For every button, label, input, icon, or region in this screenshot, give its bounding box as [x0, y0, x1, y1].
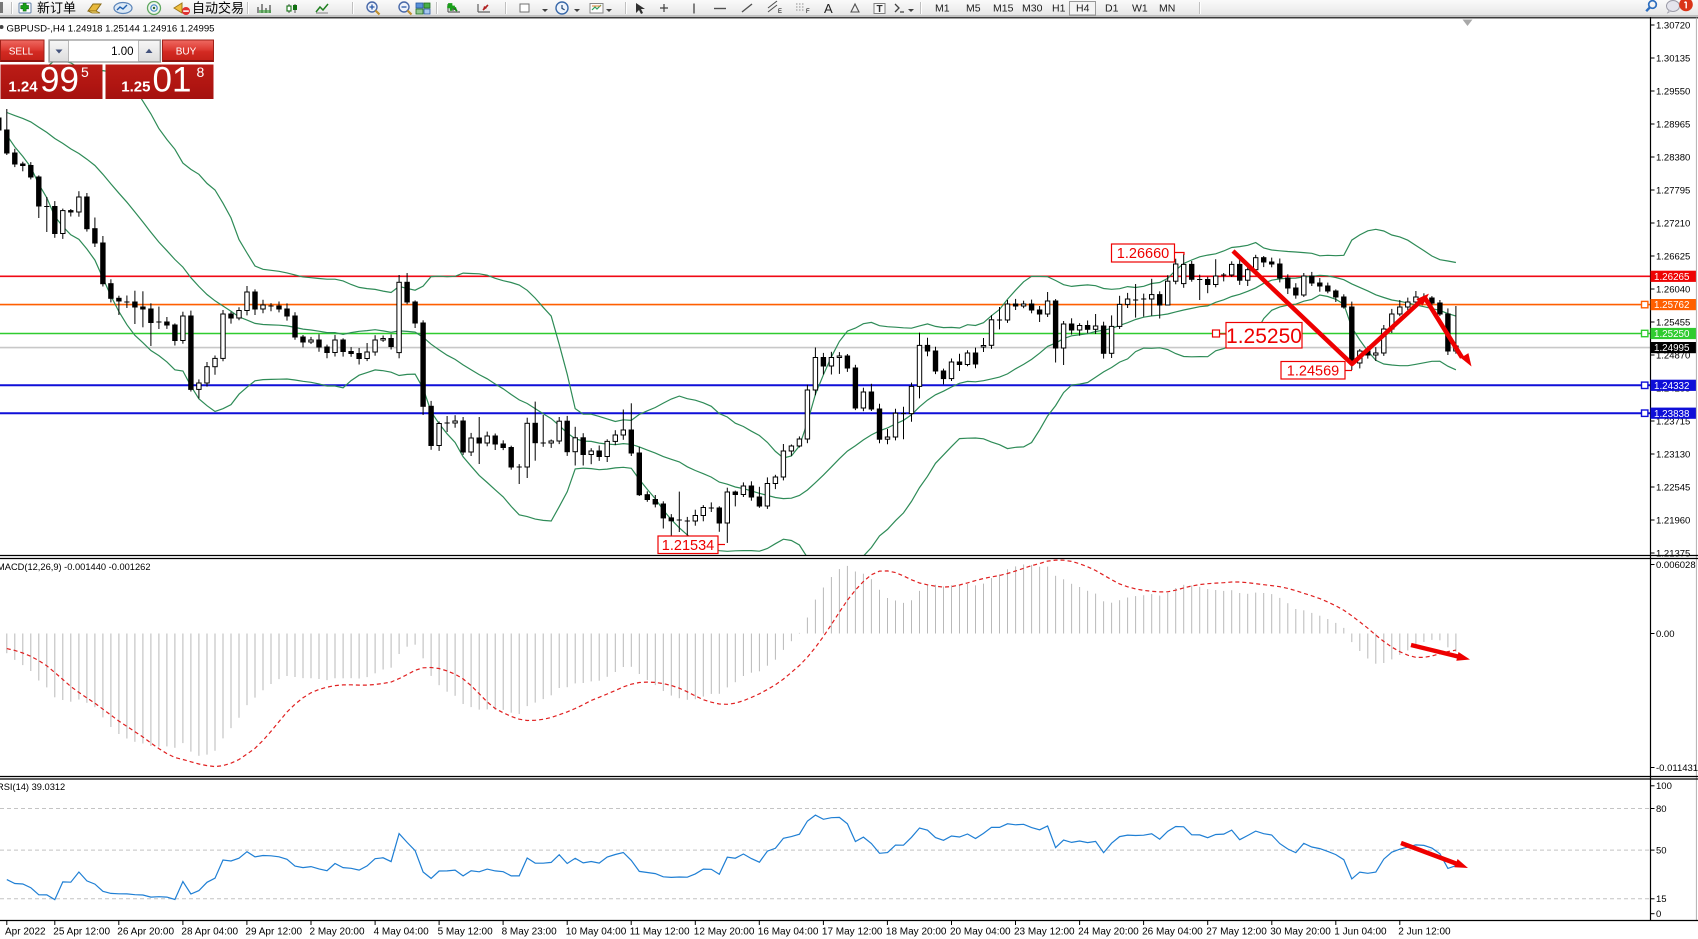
- svg-text:1.23130: 1.23130: [1656, 449, 1690, 460]
- svg-text:D1: D1: [1105, 3, 1119, 15]
- svg-text:A: A: [824, 1, 833, 16]
- svg-text:1.24332: 1.24332: [1654, 381, 1689, 392]
- svg-text:0.00: 0.00: [1656, 629, 1675, 640]
- svg-text:F: F: [806, 9, 810, 15]
- svg-text:0: 0: [1656, 909, 1661, 920]
- svg-text:8 May 23:00: 8 May 23:00: [502, 927, 557, 938]
- svg-text:1.23715: 1.23715: [1656, 416, 1690, 427]
- svg-text:1.26265: 1.26265: [1654, 272, 1690, 283]
- svg-text:11 May 12:00: 11 May 12:00: [630, 927, 690, 938]
- svg-text:Apr 2022: Apr 2022: [5, 927, 46, 938]
- svg-text:30 May 20:00: 30 May 20:00: [1270, 927, 1331, 938]
- svg-text:SELL: SELL: [9, 47, 34, 58]
- svg-text:26 Apr 20:00: 26 Apr 20:00: [117, 927, 174, 938]
- svg-text:1.24870: 1.24870: [1656, 350, 1690, 361]
- svg-text:E: E: [778, 9, 782, 15]
- svg-text:23 May 12:00: 23 May 12:00: [1014, 927, 1075, 938]
- svg-text:1.00: 1.00: [111, 46, 133, 58]
- svg-text:1.22545: 1.22545: [1656, 482, 1690, 493]
- svg-text:1.29550: 1.29550: [1656, 86, 1690, 97]
- svg-text:1.26660: 1.26660: [1117, 246, 1169, 262]
- svg-text:01: 01: [153, 61, 192, 100]
- svg-text:M1: M1: [935, 3, 950, 15]
- svg-text:5 May 12:00: 5 May 12:00: [438, 927, 493, 938]
- svg-text:新订单: 新订单: [37, 1, 76, 16]
- svg-text:M15: M15: [993, 3, 1014, 15]
- svg-text:50: 50: [1656, 846, 1667, 857]
- svg-text:24 May 20:00: 24 May 20:00: [1078, 927, 1139, 938]
- svg-text:1.25250: 1.25250: [1654, 329, 1690, 340]
- svg-text:1.21960: 1.21960: [1656, 515, 1690, 526]
- svg-text:H4: H4: [1076, 3, 1090, 15]
- svg-text:99: 99: [40, 61, 79, 100]
- svg-text:1.27210: 1.27210: [1656, 218, 1690, 229]
- svg-text:2 Jun 12:00: 2 Jun 12:00: [1398, 927, 1451, 938]
- svg-text:16 May 04:00: 16 May 04:00: [758, 927, 819, 938]
- svg-text:1.28965: 1.28965: [1656, 119, 1690, 130]
- svg-text:12 May 20:00: 12 May 20:00: [694, 927, 755, 938]
- svg-text:自动交易: 自动交易: [192, 1, 244, 16]
- svg-text:1.25455: 1.25455: [1656, 317, 1690, 328]
- svg-text:27 May 12:00: 27 May 12:00: [1206, 927, 1267, 938]
- svg-text:1.25250: 1.25250: [1226, 325, 1302, 348]
- svg-text:MACD(12,26,9) -0.001440 -0.001: MACD(12,26,9) -0.001440 -0.001262: [0, 562, 151, 572]
- svg-text:RSI(14) 39.0312: RSI(14) 39.0312: [0, 782, 65, 792]
- svg-text:M30: M30: [1022, 3, 1043, 15]
- svg-text:15: 15: [1656, 894, 1667, 905]
- svg-text:1.24: 1.24: [8, 79, 38, 96]
- svg-text:26 May 04:00: 26 May 04:00: [1142, 927, 1203, 938]
- svg-text:W1: W1: [1132, 3, 1148, 15]
- svg-text:H1: H1: [1052, 3, 1066, 15]
- svg-text:4 May 04:00: 4 May 04:00: [374, 927, 429, 938]
- svg-text:17 May 12:00: 17 May 12:00: [822, 927, 883, 938]
- svg-text:28 Apr 04:00: 28 Apr 04:00: [181, 927, 238, 938]
- svg-text:1.24995: 1.24995: [1654, 343, 1690, 354]
- svg-text:8: 8: [197, 64, 205, 80]
- svg-text:MN: MN: [1159, 3, 1175, 15]
- svg-text:1 Jun 04:00: 1 Jun 04:00: [1334, 927, 1387, 938]
- svg-text:100: 100: [1656, 781, 1672, 792]
- svg-text:1.30135: 1.30135: [1656, 53, 1690, 64]
- svg-text:1.25: 1.25: [121, 79, 150, 96]
- svg-text:20 May 04:00: 20 May 04:00: [950, 927, 1011, 938]
- svg-text:GBPUSD-,H4 1.24918 1.25144 1.: GBPUSD-,H4 1.24918 1.25144 1.24916 1.249…: [7, 24, 215, 35]
- svg-text:1.24569: 1.24569: [1287, 363, 1339, 379]
- svg-text:25 Apr 12:00: 25 Apr 12:00: [53, 927, 110, 938]
- svg-text:M5: M5: [966, 3, 981, 15]
- svg-text:BUY: BUY: [176, 47, 197, 58]
- svg-text:1.27795: 1.27795: [1656, 185, 1690, 196]
- svg-text:1.25762: 1.25762: [1654, 300, 1689, 311]
- svg-text:80: 80: [1656, 804, 1667, 815]
- svg-text:1.23838: 1.23838: [1654, 409, 1690, 420]
- svg-text:18 May 20:00: 18 May 20:00: [886, 927, 947, 938]
- svg-text:T: T: [877, 4, 883, 15]
- svg-text:29 Apr 12:00: 29 Apr 12:00: [245, 927, 302, 938]
- svg-text:1.21534: 1.21534: [662, 538, 714, 554]
- svg-text:-0.011431: -0.011431: [1656, 763, 1698, 774]
- svg-text:5: 5: [81, 64, 89, 80]
- svg-text:1.26040: 1.26040: [1656, 284, 1690, 295]
- svg-text:1.28380: 1.28380: [1656, 152, 1690, 163]
- svg-text:2 May 20:00: 2 May 20:00: [310, 927, 365, 938]
- svg-text:1.26625: 1.26625: [1656, 251, 1690, 262]
- svg-text:1.21375: 1.21375: [1656, 548, 1690, 559]
- svg-text:10 May 04:00: 10 May 04:00: [566, 927, 627, 938]
- svg-text:0.006028: 0.006028: [1656, 560, 1696, 571]
- svg-text:1.30720: 1.30720: [1656, 20, 1690, 31]
